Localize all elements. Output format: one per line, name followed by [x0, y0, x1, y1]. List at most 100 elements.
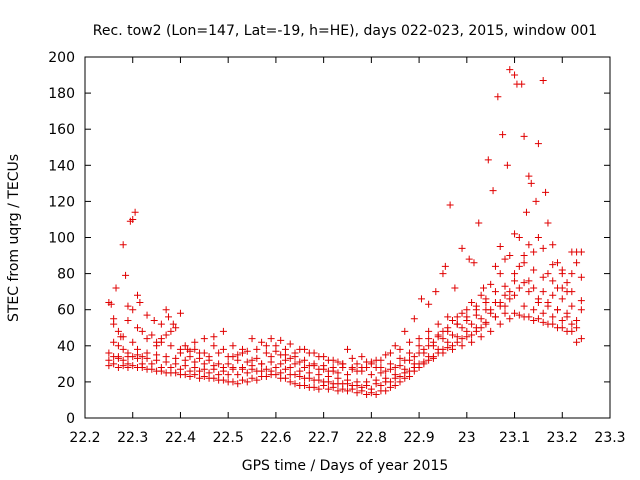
data-point	[563, 309, 571, 317]
data-point	[134, 324, 141, 332]
data-point	[475, 219, 483, 227]
data-point	[167, 342, 175, 350]
data-point	[439, 270, 447, 278]
data-point	[219, 327, 227, 335]
data-point	[243, 378, 251, 386]
data-point	[258, 360, 266, 368]
data-point	[410, 315, 418, 323]
data-point	[532, 197, 540, 205]
data-point	[520, 132, 528, 140]
data-point	[487, 327, 495, 335]
data-point	[363, 391, 371, 399]
data-point	[348, 363, 356, 371]
data-point	[494, 93, 502, 101]
data-point	[458, 342, 466, 350]
data-point	[396, 354, 404, 362]
data-point	[377, 387, 385, 395]
data-point	[429, 353, 437, 361]
data-point	[468, 320, 476, 328]
data-point	[573, 324, 581, 332]
data-point	[224, 360, 232, 368]
data-point	[482, 298, 490, 306]
data-point	[511, 309, 519, 317]
data-point	[511, 277, 519, 285]
data-point	[119, 345, 127, 353]
data-point	[515, 311, 523, 319]
x-tick-label: 22.2	[69, 430, 100, 446]
y-tick-label: 0	[66, 411, 75, 427]
data-point	[511, 270, 519, 278]
data-point	[215, 376, 223, 384]
data-point	[277, 336, 285, 344]
data-point	[530, 248, 538, 256]
data-point	[520, 302, 528, 310]
data-point	[363, 382, 371, 390]
data-point	[329, 383, 337, 391]
data-point	[401, 327, 409, 335]
data-point	[358, 353, 366, 361]
data-point	[186, 372, 194, 380]
data-point	[324, 378, 332, 386]
data-point	[525, 277, 533, 285]
y-tick-label: 100	[48, 231, 75, 247]
data-point	[573, 338, 581, 346]
data-point	[301, 356, 309, 364]
data-point	[157, 367, 165, 375]
data-point	[267, 367, 275, 375]
chart-title: Rec. tow2 (Lon=147, Lat=-19, h=HE), days…	[93, 23, 597, 39]
data-point	[396, 345, 404, 353]
data-point	[363, 363, 371, 371]
data-point	[310, 383, 318, 391]
data-point	[506, 288, 514, 296]
x-tick-label: 22.7	[308, 430, 339, 446]
x-axis: 22.2 22.3 22.4 22.5 22.6 22.7 22.8 22.9 23 23.1 23…	[69, 57, 626, 446]
data-point	[234, 351, 242, 359]
data-point	[219, 363, 227, 371]
data-point	[544, 320, 552, 328]
data-point	[568, 320, 576, 328]
y-tick-label: 200	[48, 50, 75, 66]
data-point	[377, 356, 385, 364]
data-point	[134, 351, 141, 359]
data-point	[114, 342, 122, 350]
data-point	[186, 347, 194, 355]
data-point	[281, 356, 289, 364]
data-point	[449, 317, 456, 325]
data-point	[281, 365, 289, 373]
data-point	[200, 349, 208, 357]
data-point	[527, 179, 535, 187]
data-point	[520, 259, 528, 267]
data-point	[215, 360, 223, 368]
data-point	[425, 342, 433, 350]
data-point	[191, 371, 199, 379]
data-point	[119, 362, 127, 370]
data-point	[530, 317, 538, 325]
data-point	[463, 333, 471, 341]
data-point	[458, 324, 466, 332]
data-point	[444, 327, 452, 335]
data-point	[348, 354, 356, 362]
data-point	[554, 306, 561, 314]
x-tick-label: 23.2	[547, 430, 578, 446]
data-point	[272, 371, 280, 379]
data-point	[172, 354, 180, 362]
data-point	[420, 345, 428, 353]
data-point	[148, 365, 156, 373]
data-point	[372, 363, 380, 371]
data-point	[191, 358, 199, 366]
data-point	[215, 349, 223, 357]
data-point	[489, 187, 497, 195]
data-point	[563, 327, 571, 335]
data-point	[114, 327, 122, 335]
data-point	[110, 320, 118, 328]
data-point	[406, 356, 414, 364]
data-point	[358, 387, 366, 395]
data-point	[143, 354, 151, 362]
data-point	[339, 360, 347, 368]
data-point	[506, 66, 514, 74]
data-point	[382, 367, 390, 375]
data-point	[334, 380, 342, 388]
data-point	[138, 353, 146, 361]
data-point	[477, 324, 485, 332]
